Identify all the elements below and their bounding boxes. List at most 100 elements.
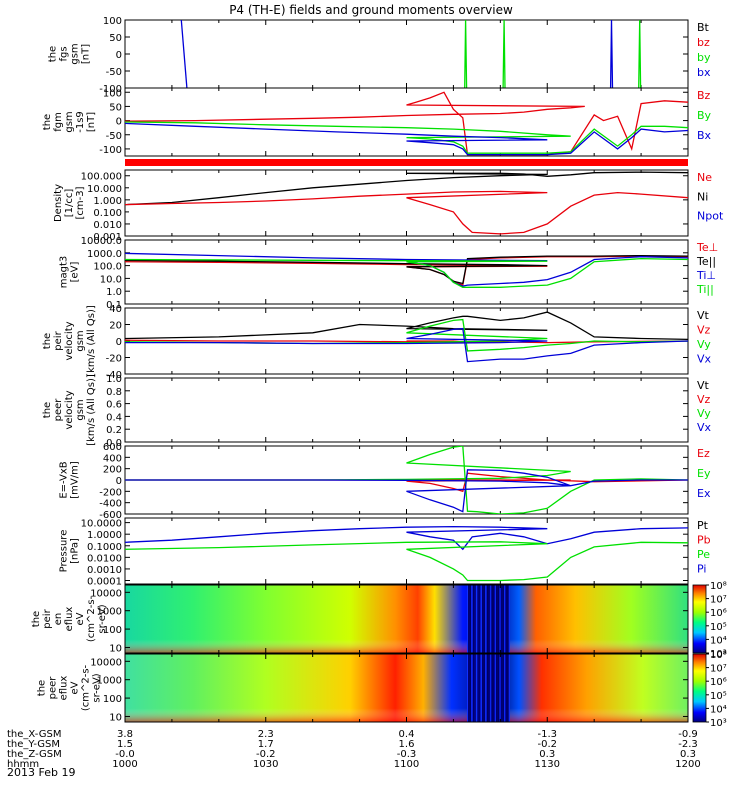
y-tick-label: 1000.0	[87, 249, 122, 260]
axis-row-value: 0.4	[399, 729, 415, 740]
legend-entry: Vx	[697, 421, 712, 434]
panels-layer: 100500-50-100thefgsgsm[nT]Btbzbybx100500…	[31, 16, 727, 729]
colorbar-tick-label: 10⁵	[710, 622, 727, 633]
legend-entry: Bt	[697, 21, 710, 34]
series-layer	[125, 525, 688, 582]
axis-row-value: 1.7	[258, 739, 274, 750]
y-axis-label-line: eV	[70, 681, 81, 694]
y-axis-label: thepeerefluxeV(cm^2-s-sr-eV)	[37, 664, 103, 711]
legend-entry: Te||	[696, 255, 716, 268]
legend-entry: Ex	[697, 487, 711, 500]
legend-entry: Pi	[697, 563, 706, 576]
panel-frame	[124, 87, 689, 157]
y-tick-label: 10000	[90, 588, 122, 599]
panel-fgm: 100 50 0 -50 -100 thefgmgsm-1s9[nT] Bz By Bx	[42, 87, 712, 157]
y-axis-label-line: [1/cc]	[64, 189, 75, 218]
legend-entry: Pe	[697, 548, 710, 561]
legend-entry: Vt	[697, 379, 710, 392]
y-tick-label: -50	[106, 67, 122, 78]
y-axis-label-line: [km/s (All Qs)]	[86, 305, 97, 377]
colorbar-scale	[692, 584, 707, 654]
y-tick-label: 1.0	[106, 287, 122, 298]
y-axis-label-line: E=-VxB	[59, 461, 70, 498]
y-axis-label-line: (cm^2-s-	[86, 595, 97, 642]
y-tick-label: 0.001	[93, 232, 122, 243]
legend-entry: Ni	[697, 190, 708, 203]
axis-row-value: 1000	[112, 759, 137, 770]
y-axis-label-line: [nT]	[81, 44, 92, 64]
y-tick-label: 1.000	[93, 196, 122, 207]
y-tick-label: 0.010	[93, 220, 122, 231]
y-tick-label: 0.0010	[87, 565, 122, 576]
y-axis-label-line: the	[31, 611, 42, 627]
y-axis-label: Pressure[nPa]	[59, 530, 81, 573]
y-axis-label-line: fgm	[53, 112, 64, 132]
legend-entry: Vz	[697, 393, 711, 406]
legend-entry: Pt	[697, 519, 709, 532]
y-tick-label: 0.100	[93, 208, 122, 219]
y-axis-label-line: eV	[75, 612, 86, 625]
colorbar-tick-label: 10⁴	[710, 635, 727, 646]
legend-entry: Ez	[697, 447, 710, 460]
y-tick-label: 50	[109, 33, 122, 44]
panel-frame	[124, 377, 689, 443]
colorbar-tick-label: 10⁸	[710, 650, 727, 661]
panel-density: 100.000 1.000 0.0100.001 10.000 0.100 Density…	[53, 169, 724, 243]
axis-row-value: -0.2	[537, 739, 557, 750]
y-axis-label-line: peir	[53, 330, 64, 350]
y-axis-label-line: -1s9	[75, 111, 86, 133]
y-tick-label: 0.1	[106, 300, 122, 311]
y-axis-label-line: the	[42, 333, 53, 349]
series-line-red	[125, 91, 688, 156]
legend-entry: Vy	[697, 338, 711, 351]
y-axis-label-line: gsm	[70, 43, 81, 64]
y-tick-label: 10.0	[100, 274, 122, 285]
y-axis-label: thefgsgsm[nT]	[48, 43, 92, 64]
series-line-green	[125, 121, 688, 154]
series-line-green	[464, 20, 468, 88]
axis-row-value: 0.3	[539, 749, 555, 760]
y-axis-label-line: sr-eV)	[92, 673, 103, 702]
y-axis-label: thepeirenefluxeV(cm^2-s-sr-eV)	[31, 595, 108, 642]
y-tick-label: 600	[103, 442, 122, 453]
y-tick-label: 100	[103, 16, 122, 27]
y-tick-label: 0	[116, 476, 122, 487]
axis-row-value: 1200	[675, 759, 700, 770]
y-axis-label-line: the	[37, 680, 48, 696]
y-axis-label: thepeervelocitygsm[km/s (All Qs)]	[42, 374, 97, 446]
series-line-red	[125, 472, 688, 493]
y-axis-label-line: [nT]	[86, 112, 97, 132]
legend-entry: Vx	[697, 353, 712, 366]
series-line-green	[125, 257, 688, 288]
colorbar-tick-label: 10⁷	[710, 595, 727, 606]
figure-title: P4 (TH-E) fields and ground moments over…	[229, 3, 513, 17]
y-axis-label: Density[1/cc][cm-3]	[53, 184, 86, 222]
panel-peer_velocity: 1.0 0.8 0.60.4 0.2 0.0 thepeervelocitygsm[km/…	[42, 374, 712, 449]
y-axis-label: thepeirvelocitygsm[km/s (All Qs)]	[42, 305, 97, 377]
y-axis-label: thefgmgsm-1s9[nT]	[42, 111, 97, 133]
y-tick-label: 10	[109, 643, 122, 654]
series-line-blue	[125, 469, 688, 513]
colorbar-tick-label: 10⁵	[710, 691, 727, 702]
colorbar: 10³ 10⁴ 10⁵ 10⁶ 10⁷ 10⁸	[692, 650, 727, 729]
colorbar-tick-label: 10⁷	[710, 664, 727, 675]
y-tick-label: 0	[116, 50, 122, 61]
series-line-green	[125, 541, 688, 582]
axis-row-value: 2.3	[258, 729, 274, 740]
y-axis-label: magt3[eV]	[59, 256, 81, 289]
y-tick-label: -100	[99, 84, 122, 95]
y-tick-label: 100	[103, 694, 122, 705]
panel-frame	[124, 239, 689, 305]
y-tick-label: -600	[99, 510, 122, 521]
legend-entry: Ti⊥	[696, 269, 716, 282]
axis-row-value: -0.0	[115, 749, 135, 760]
series-line-green	[125, 446, 688, 514]
y-axis-label-line: eflux	[59, 676, 70, 701]
y-axis-label-line: [mV/m]	[70, 461, 81, 499]
series-layer	[180, 20, 642, 88]
axis-row-label: hhmm	[7, 759, 39, 770]
y-axis-label-line: [cm-3]	[75, 186, 86, 219]
y-tick-label: 0.6	[106, 400, 122, 411]
